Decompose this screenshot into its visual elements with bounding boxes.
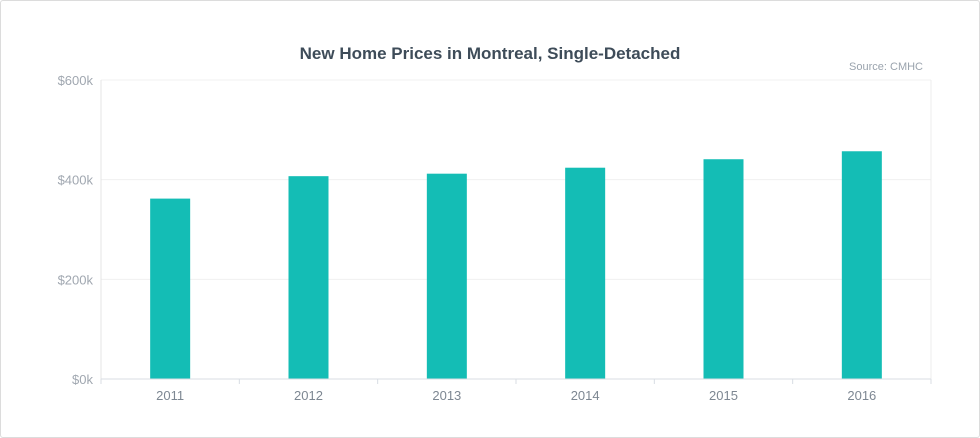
x-tick-label: 2016 [847,388,876,403]
y-tick-label: $600k [58,73,94,88]
bar [150,198,191,379]
bar [841,151,882,379]
x-tick-label: 2013 [432,388,461,403]
y-tick-label: $0k [72,372,93,387]
y-tick-label: $200k [58,272,94,287]
x-tick-label: 2011 [156,388,184,403]
bar [288,176,329,379]
x-tick-label: 2014 [571,388,600,403]
bars [150,151,882,379]
x-tick-label: 2015 [709,388,738,403]
y-axis: $0k $200k $400k $600k [58,73,932,387]
gridlines [101,79,931,280]
y-tick-label: $400k [58,173,94,188]
bar [565,167,606,379]
bar [426,173,467,379]
bar [703,159,744,379]
x-axis: 2011 2012 2013 2014 2015 2016 [100,378,932,403]
chart-title: New Home Prices in Montreal, Single-Deta… [299,44,681,63]
x-tick-label: 2012 [294,388,323,403]
chart-source: Source: CMHC [849,61,923,73]
